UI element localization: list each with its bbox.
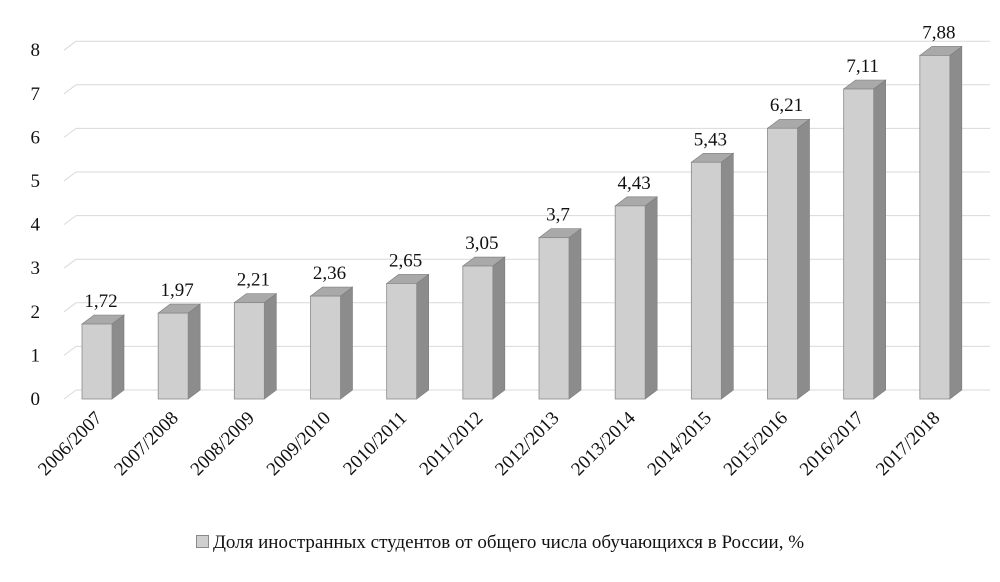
bar: [843, 88, 875, 400]
data-label: 5,43: [694, 129, 727, 150]
data-label: 1,97: [161, 280, 194, 301]
data-label: 7,88: [922, 22, 955, 43]
gridline-connector: [63, 389, 77, 400]
y-tick-label: 7: [31, 84, 41, 105]
data-label: 1,72: [84, 291, 117, 312]
y-tick-label: 3: [31, 258, 41, 279]
bar-side: [568, 228, 582, 400]
bar: [614, 205, 646, 400]
bar-side: [797, 118, 810, 400]
gridline-connector: [63, 215, 77, 226]
bar-side: [340, 286, 353, 400]
y-tick-label: 1: [31, 345, 41, 366]
bar-side: [264, 293, 277, 400]
y-tick-label: 2: [31, 302, 41, 323]
gridline-connector: [63, 40, 77, 51]
x-tick-label: 2015/2016: [720, 408, 792, 480]
x-tick-label: 2017/2018: [872, 408, 944, 480]
gridline-connector: [63, 258, 77, 269]
bar-side: [492, 256, 506, 400]
data-label: 4,43: [618, 173, 651, 194]
data-label: 7,11: [846, 56, 879, 77]
y-tick-label: 0: [31, 389, 41, 410]
bar: [310, 295, 341, 400]
x-tick-label: 2010/2011: [339, 408, 411, 480]
gridline-connector: [63, 171, 77, 182]
legend-swatch: [195, 535, 209, 549]
gridline-connector: [63, 302, 77, 313]
y-tick-label: 6: [31, 127, 41, 148]
bar-side: [644, 196, 658, 400]
gridline-connector: [63, 84, 77, 95]
x-tick-label: 2011/2012: [416, 408, 488, 480]
gridline-connector: [63, 127, 77, 138]
bar-side: [721, 152, 734, 400]
x-tick-label: 2006/2007: [34, 408, 106, 480]
bar-side: [416, 273, 429, 400]
legend-label: Доля иностранных студентов от общего чис…: [212, 532, 805, 553]
bar: [767, 127, 798, 400]
data-label: 2,36: [313, 263, 346, 284]
bar: [538, 237, 570, 400]
x-tick-label: 2012/2013: [491, 408, 563, 480]
data-label: 3,7: [546, 205, 570, 226]
legend: Доля иностранных студентов от общего чис…: [0, 532, 1000, 554]
bar: [690, 161, 722, 400]
bar-side: [111, 314, 125, 400]
bar-side: [873, 79, 886, 400]
data-label: 3,05: [465, 233, 498, 254]
x-tick-label: 2008/2009: [187, 408, 259, 480]
bar-side: [187, 303, 201, 400]
bar: [919, 55, 951, 400]
y-tick-label: 5: [31, 171, 41, 192]
data-label: 2,65: [389, 250, 422, 271]
y-tick-label: 4: [31, 215, 41, 236]
x-tick-label: 2013/2014: [567, 407, 640, 480]
bar: [462, 265, 494, 400]
gridline-connector: [63, 345, 77, 356]
bar-side: [949, 45, 963, 400]
x-tick-label: 2007/2008: [110, 408, 182, 480]
bar: [81, 323, 113, 400]
x-tick-label: 2014/2015: [644, 408, 716, 480]
y-tick-label: 8: [31, 40, 41, 61]
x-tick-label: 2016/2017: [796, 408, 868, 480]
bar: [157, 312, 189, 400]
bar: [386, 283, 418, 400]
bar: [233, 302, 265, 400]
x-tick-label: 2009/2010: [263, 408, 335, 480]
data-label: 2,21: [237, 270, 270, 291]
bar-chart: 0 1 2 3 4 5 6 7 8 1,72 2006/2007 1,97 2007/2008 2,21 2…: [31, 22, 990, 480]
data-label: 6,21: [770, 95, 803, 116]
